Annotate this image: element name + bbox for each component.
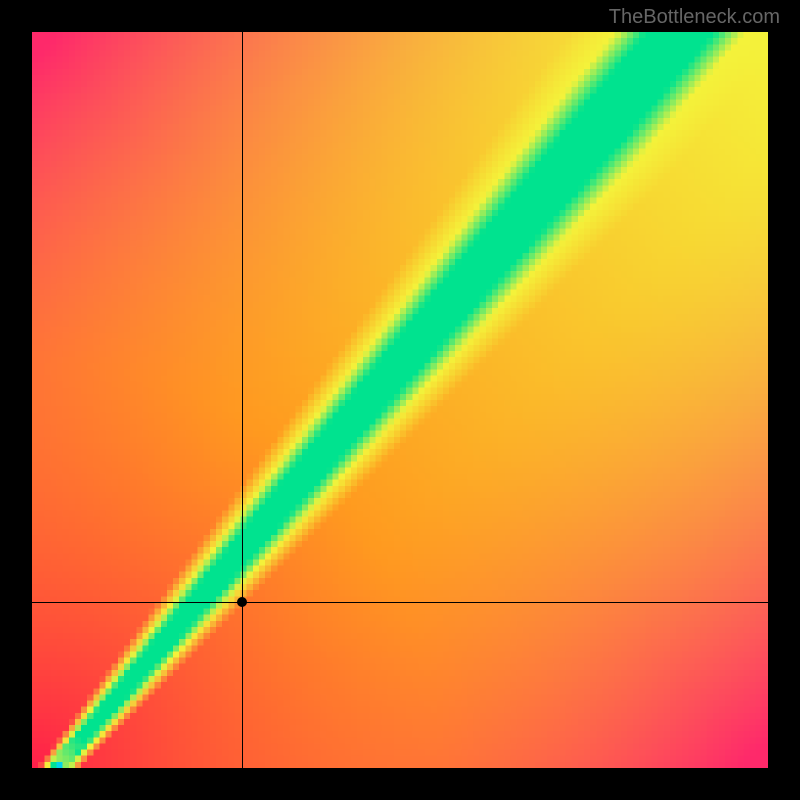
- heatmap-canvas: [32, 32, 768, 768]
- crosshair-horizontal: [32, 602, 768, 603]
- crosshair-vertical: [242, 32, 243, 768]
- crosshair-marker: [237, 597, 247, 607]
- chart-container: TheBottleneck.com: [0, 0, 800, 800]
- plot-area: [32, 32, 768, 768]
- watermark-text: TheBottleneck.com: [609, 6, 780, 29]
